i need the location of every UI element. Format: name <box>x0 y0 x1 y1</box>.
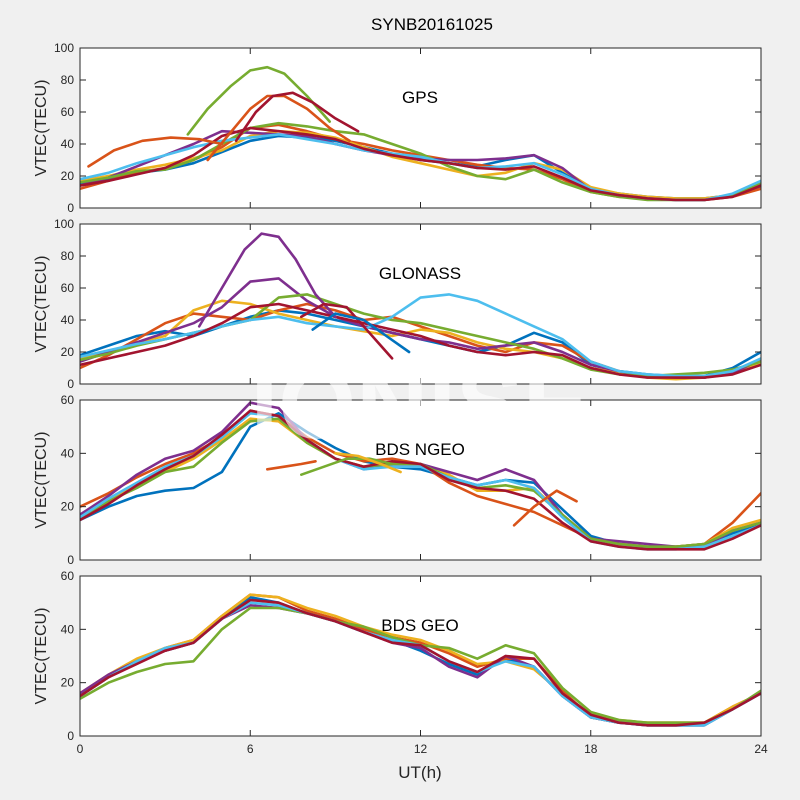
y-axis-label: VTEC(TECU) <box>33 608 50 705</box>
series-line-7 <box>265 459 317 471</box>
y-tick-label: 20 <box>61 345 75 359</box>
series-line-10 <box>87 136 224 168</box>
series-line-7 <box>186 65 332 136</box>
series-group <box>80 593 761 727</box>
x-axis-label: UT(h) <box>398 763 441 782</box>
y-tick-label: 100 <box>54 41 74 55</box>
series-line-10 <box>512 489 578 527</box>
series-line-6 <box>80 409 761 551</box>
series-line-9 <box>234 91 360 143</box>
series-line-2 <box>80 129 761 200</box>
panel-label: BDS GEO <box>381 616 458 635</box>
y-tick-label: 40 <box>61 313 75 327</box>
plot-area <box>80 400 761 560</box>
y-tick-label: 20 <box>61 500 75 514</box>
y-tick-label: 20 <box>61 169 75 183</box>
series-line-5 <box>80 293 761 378</box>
panel-3: 0 20 40 60 0 6 12 18 24 VTEC(TECU) BDS GEO <box>33 569 768 756</box>
y-axis-label: VTEC(TECU) <box>33 256 50 353</box>
series-group <box>80 65 761 202</box>
x-tick-label: 18 <box>584 742 598 756</box>
figure-title: SYNB20161025 <box>371 15 493 34</box>
plot-area <box>80 576 761 736</box>
series-line-6 <box>80 302 761 379</box>
plot-area <box>80 48 761 208</box>
series-line-9 <box>311 312 411 354</box>
series-group <box>80 232 761 381</box>
y-tick-label: 60 <box>61 105 75 119</box>
series-line-9 <box>334 451 402 474</box>
series-line-6 <box>80 598 761 727</box>
series-group <box>80 401 761 551</box>
y-tick-label: 60 <box>61 393 75 407</box>
panel-label: BDS NGEO <box>375 440 465 459</box>
y-tick-label: 0 <box>67 729 74 743</box>
panel-0: 0 20 40 60 80 100 VTEC(TECU) GPS <box>33 41 762 215</box>
plot-area <box>80 224 761 384</box>
x-tick-label: 0 <box>77 742 84 756</box>
series-line-6 <box>80 126 761 202</box>
x-tick-label: 12 <box>414 742 428 756</box>
y-tick-label: 40 <box>61 622 75 636</box>
y-tick-label: 100 <box>54 217 74 231</box>
y-tick-label: 20 <box>61 676 75 690</box>
series-line-7 <box>197 232 337 328</box>
series-line-8 <box>299 302 394 360</box>
y-tick-label: 40 <box>61 446 75 460</box>
x-tick-label: 24 <box>754 742 768 756</box>
y-axis-label: VTEC(TECU) <box>33 432 50 529</box>
y-axis-label: VTEC(TECU) <box>33 80 50 177</box>
y-tick-label: 80 <box>61 73 75 87</box>
y-tick-label: 80 <box>61 249 75 263</box>
x-tick-label: 6 <box>247 742 254 756</box>
y-tick-label: 60 <box>61 569 75 583</box>
y-tick-label: 0 <box>67 553 74 567</box>
panel-2: 0 20 40 60 VTEC(TECU) BDS NGEO <box>33 393 762 567</box>
panel-1: 0 20 40 60 80 100 VTEC(TECU) GLONASS <box>33 217 762 391</box>
panel-label: GLONASS <box>379 264 461 283</box>
y-tick-label: 0 <box>67 377 74 391</box>
y-tick-label: 60 <box>61 281 75 295</box>
y-tick-label: 40 <box>61 137 75 151</box>
series-line-4 <box>80 121 761 202</box>
watermark: IONISE <box>251 348 590 460</box>
panel-label: GPS <box>402 88 438 107</box>
series-line-8 <box>299 457 394 477</box>
y-tick-label: 0 <box>67 201 74 215</box>
